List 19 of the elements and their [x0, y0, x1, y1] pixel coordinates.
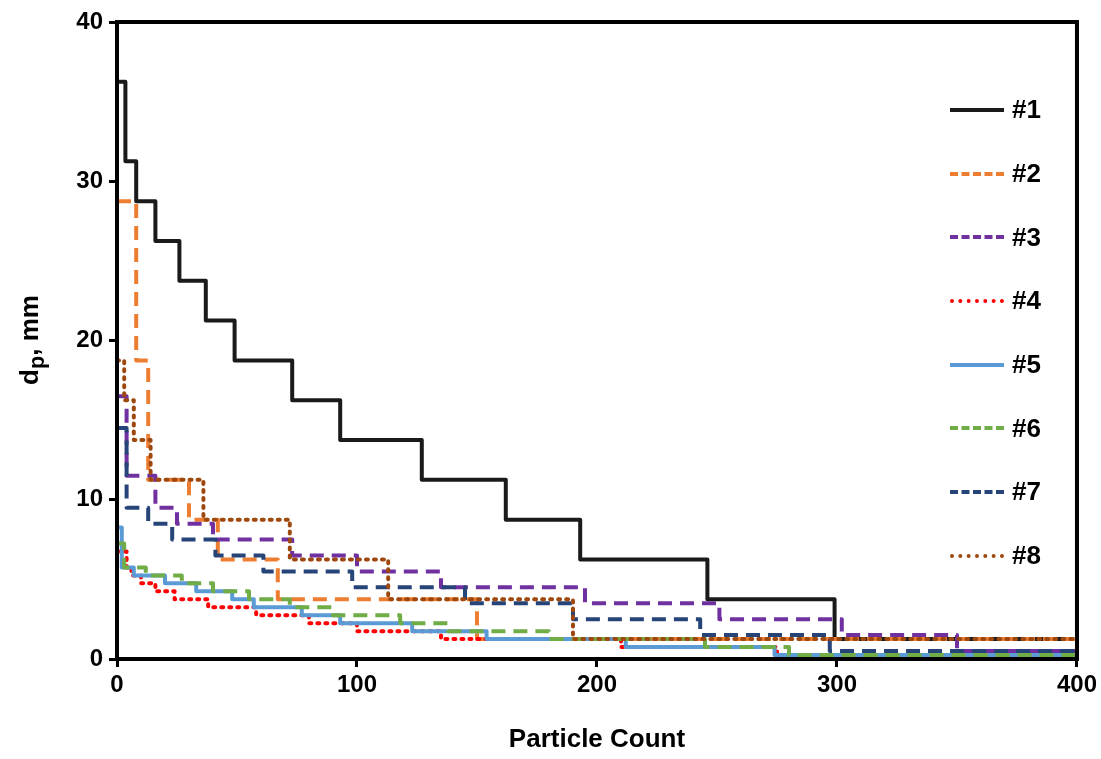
x-tick-label: 300 [816, 670, 858, 698]
x-tick-label: 0 [110, 670, 124, 698]
legend-label: #5 [1012, 349, 1041, 381]
x-tick-label: 200 [576, 670, 618, 698]
x-axis-title: Particle Count [508, 722, 686, 753]
legend-label: #8 [1012, 540, 1041, 572]
legend-label: #7 [1012, 476, 1041, 508]
x-tick-label: 100 [336, 670, 378, 698]
legend-label: #4 [1012, 285, 1041, 317]
y-tick-label: 0 [89, 643, 103, 671]
legend-label: #3 [1012, 221, 1041, 253]
x-tick-label: 400 [1056, 670, 1097, 698]
legend-label: #2 [1012, 158, 1041, 190]
legend-label: #1 [1012, 94, 1041, 126]
legend-label: #6 [1012, 412, 1041, 444]
y-tick-label: 20 [76, 325, 103, 353]
y-tick-label: 40 [76, 6, 103, 34]
y-tick-label: 30 [76, 165, 103, 193]
y-tick-label: 10 [76, 484, 103, 512]
